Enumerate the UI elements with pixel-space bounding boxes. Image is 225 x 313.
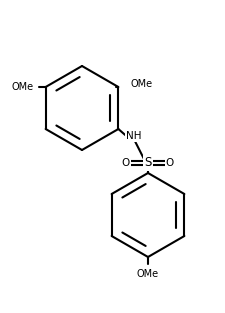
Text: NH: NH bbox=[126, 131, 142, 141]
Text: OMe: OMe bbox=[137, 269, 159, 279]
Text: O: O bbox=[166, 158, 174, 168]
Text: OMe: OMe bbox=[11, 82, 34, 92]
Text: S: S bbox=[144, 156, 152, 170]
Text: O: O bbox=[122, 158, 130, 168]
Text: OMe: OMe bbox=[130, 79, 153, 89]
